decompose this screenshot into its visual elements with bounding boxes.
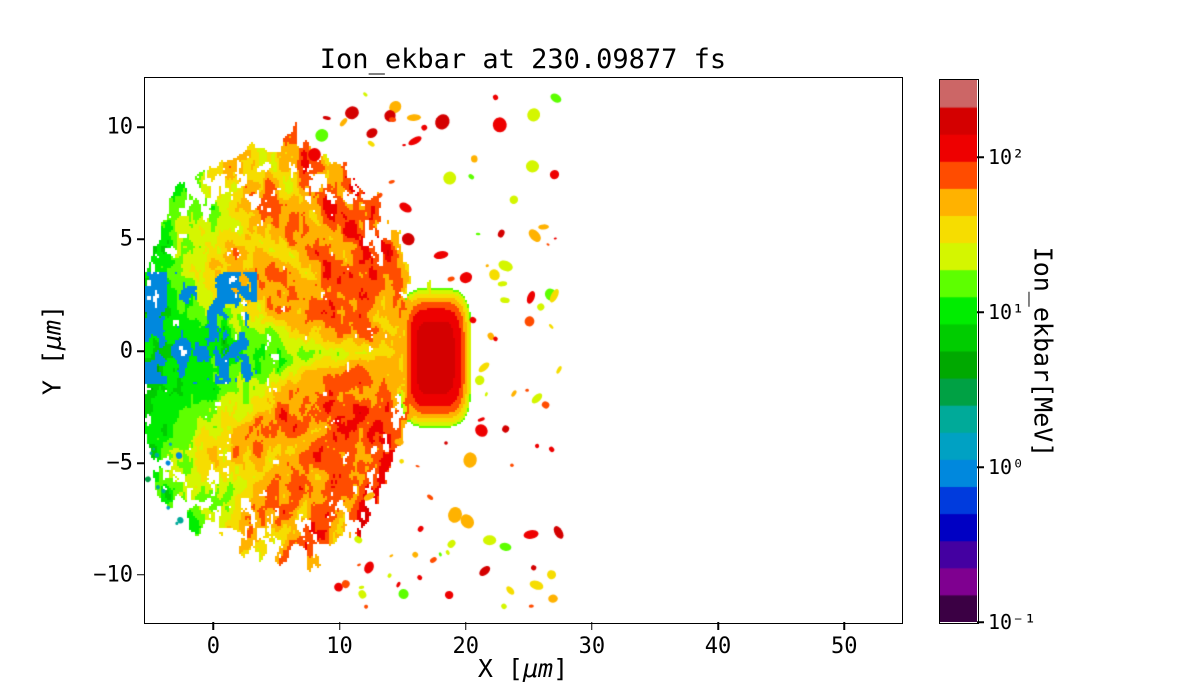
x-axis-label: X [μm]: [145, 654, 901, 683]
y-axis-label: Y [μm]: [38, 305, 67, 395]
y-tick-label: 10: [106, 114, 134, 140]
y-tick-label: −5: [106, 450, 134, 476]
colorbar: [938, 78, 979, 624]
y-tick-label: 5: [119, 226, 133, 252]
y-axis-label-suffix: ]: [37, 304, 67, 320]
colorbar-tick-label: 10⁻¹: [988, 610, 1037, 634]
y-tick-label: −10: [93, 562, 133, 588]
colorbar-tick-label: 10¹: [988, 300, 1025, 325]
colorbar-tick-label: 10⁰: [988, 455, 1025, 480]
x-axis-label-prefix: X [: [477, 654, 523, 683]
chart-title: Ion_ekbar at 230.09877 fs: [319, 44, 727, 75]
colorbar-canvas: [939, 79, 977, 622]
y-axis-label-unit: μm: [37, 319, 67, 351]
colorbar-label: Ion_ekbar[MeV]: [1028, 246, 1058, 458]
colorbar-tick-label: 10²: [988, 145, 1025, 170]
plot-area: [143, 76, 903, 624]
y-tick-label: 0: [119, 338, 133, 364]
heatmap-canvas: [144, 77, 901, 622]
y-axis-label-prefix: Y [: [37, 350, 67, 396]
x-axis-label-unit: μm: [522, 654, 554, 683]
x-axis-label-suffix: ]: [553, 654, 569, 683]
